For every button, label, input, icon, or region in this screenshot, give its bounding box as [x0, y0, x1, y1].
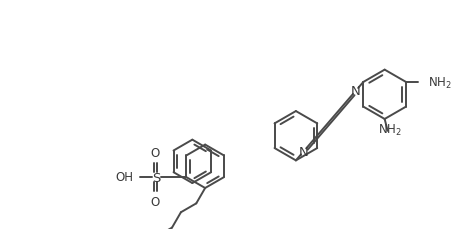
- Text: OH: OH: [115, 170, 133, 183]
- Text: NH$_2$: NH$_2$: [378, 122, 401, 137]
- Text: O: O: [151, 147, 160, 160]
- Text: NH$_2$: NH$_2$: [428, 75, 451, 90]
- Text: S: S: [152, 171, 161, 184]
- Text: O: O: [151, 195, 160, 208]
- Text: N: N: [351, 85, 360, 98]
- Text: N: N: [299, 145, 308, 158]
